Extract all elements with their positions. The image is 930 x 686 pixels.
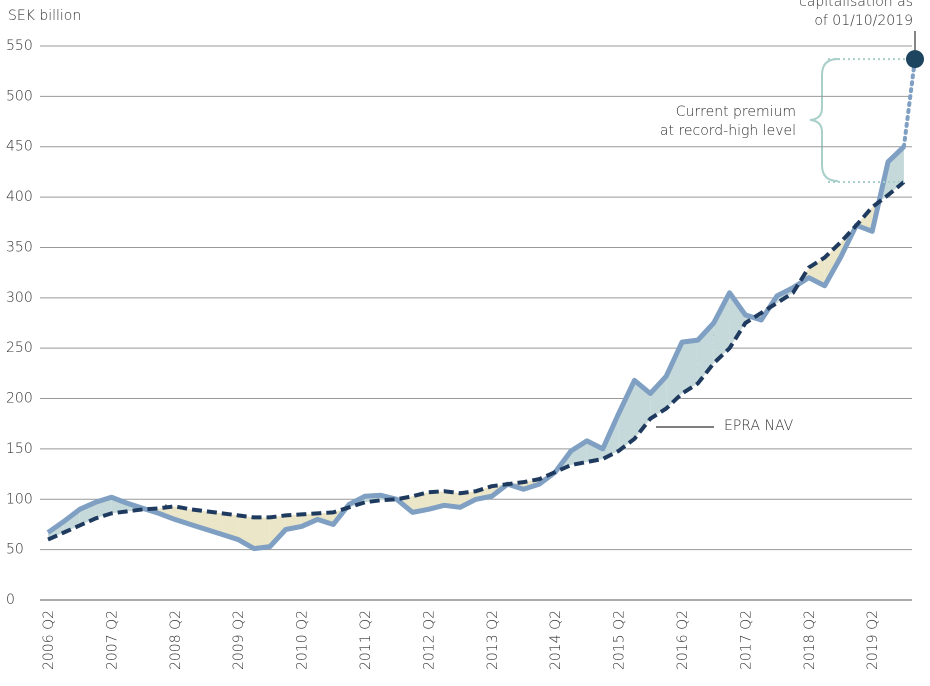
spread-area (571, 440, 587, 466)
x-tick-label: 2013 Q2 (485, 610, 501, 670)
spread-area (586, 440, 603, 463)
y-tick-label: 0 (6, 592, 15, 608)
point-label: of 01/10/2019 (814, 13, 913, 29)
x-tick-label: 2018 Q2 (802, 610, 818, 670)
premium-label: at record-high level (660, 123, 796, 139)
spread-area (222, 513, 239, 540)
y-tick-label: 500 (6, 88, 33, 104)
x-tick-label: 2017 Q2 (738, 610, 754, 670)
series-line (47, 180, 906, 542)
x-tick-label: 2012 Q2 (421, 610, 437, 670)
x-tick-label: 2014 Q2 (548, 610, 564, 670)
y-tick-label: 450 (6, 139, 33, 155)
y-tick-label: 300 (6, 290, 33, 306)
brace (809, 58, 839, 182)
spread-area (682, 340, 698, 394)
x-tick-label: 2007 Q2 (104, 610, 120, 670)
y-tick-label: 200 (6, 391, 33, 407)
x-tick-label: 2008 Q2 (168, 610, 184, 670)
spread-area (254, 517, 270, 549)
x-tick-label: 2015 Q2 (612, 610, 628, 670)
y-tick-label: 150 (6, 441, 33, 457)
y-tick-label: 100 (6, 491, 33, 507)
y-tick-label: 550 (6, 38, 33, 54)
x-tick-label: 2011 Q2 (358, 610, 374, 670)
series-label: EPRA NAV (724, 418, 794, 434)
y-tick-label: 350 (6, 239, 33, 255)
y-tick-label: 400 (6, 189, 33, 205)
point-label: capitalisation as (799, 0, 913, 10)
y-axis-label: SEK billion (8, 8, 81, 24)
y-tick-label: 50 (6, 542, 24, 558)
x-tick-label: 2006 Q2 (41, 610, 57, 670)
spread-area (666, 342, 682, 409)
series-line (46, 144, 906, 552)
premium-label: Current premium (676, 104, 796, 120)
spread-area (650, 376, 667, 419)
x-tick-label: 2016 Q2 (675, 610, 691, 670)
x-tick-label: 2019 Q2 (865, 610, 881, 670)
y-tick-label: 250 (6, 340, 33, 356)
x-tick-label: 2009 Q2 (231, 610, 247, 670)
projection-line (901, 57, 917, 149)
point-marker (906, 50, 924, 69)
spread-area (713, 292, 730, 364)
spread-area (729, 292, 746, 349)
x-tick-label: 2010 Q2 (295, 610, 311, 670)
spread-area (618, 380, 635, 451)
spread-area (634, 380, 651, 439)
